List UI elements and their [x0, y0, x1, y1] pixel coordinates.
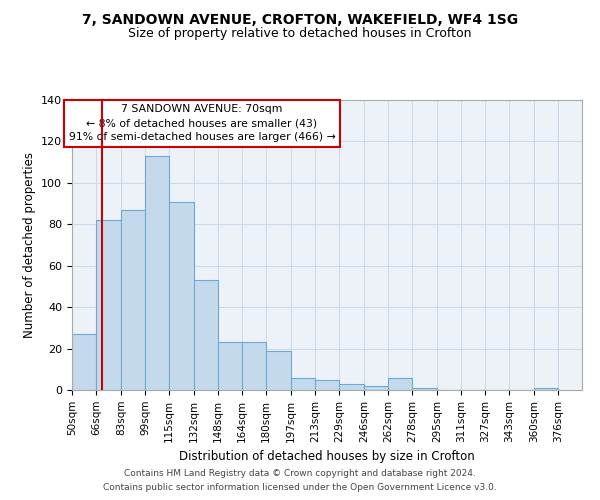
- Bar: [266, 350, 291, 390]
- Bar: [218, 342, 242, 390]
- Bar: [534, 388, 558, 390]
- Bar: [242, 342, 266, 390]
- Bar: [412, 388, 437, 390]
- Bar: [169, 202, 194, 390]
- Bar: [388, 378, 412, 390]
- Bar: [96, 220, 121, 390]
- Bar: [364, 386, 388, 390]
- Text: Contains HM Land Registry data © Crown copyright and database right 2024.: Contains HM Land Registry data © Crown c…: [124, 468, 476, 477]
- Y-axis label: Number of detached properties: Number of detached properties: [23, 152, 35, 338]
- Bar: [315, 380, 339, 390]
- Bar: [72, 334, 96, 390]
- X-axis label: Distribution of detached houses by size in Crofton: Distribution of detached houses by size …: [179, 450, 475, 463]
- Text: Size of property relative to detached houses in Crofton: Size of property relative to detached ho…: [128, 28, 472, 40]
- Bar: [291, 378, 315, 390]
- Bar: [339, 384, 364, 390]
- Bar: [145, 156, 169, 390]
- Text: 7 SANDOWN AVENUE: 70sqm
← 8% of detached houses are smaller (43)
91% of semi-det: 7 SANDOWN AVENUE: 70sqm ← 8% of detached…: [68, 104, 335, 142]
- Bar: [194, 280, 218, 390]
- Text: 7, SANDOWN AVENUE, CROFTON, WAKEFIELD, WF4 1SG: 7, SANDOWN AVENUE, CROFTON, WAKEFIELD, W…: [82, 12, 518, 26]
- Bar: [121, 210, 145, 390]
- Text: Contains public sector information licensed under the Open Government Licence v3: Contains public sector information licen…: [103, 484, 497, 492]
